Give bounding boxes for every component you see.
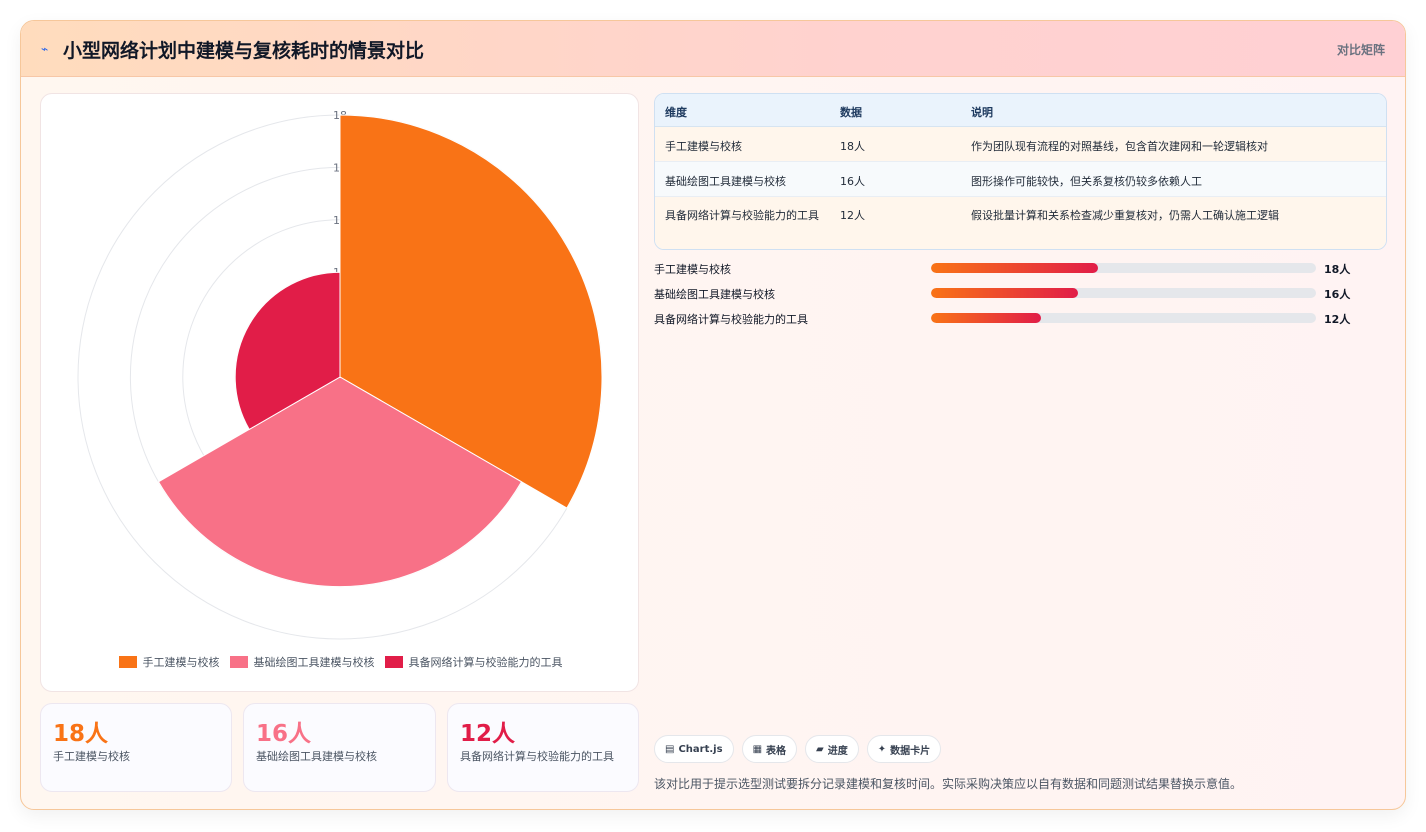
progress-label: 具备网络计算与校验能力的工具 [654,313,808,326]
polar-slice[interactable] [234,271,341,431]
progress-fill [931,313,1042,323]
chip-table[interactable]: ▦ 表格 [741,735,798,763]
sparkle-icon: ⌁ [41,42,49,56]
table-row: 手工建模与校核 18人 作为团队现有流程的对照基线，包含首次建网和一轮逻辑核对 [655,127,1386,162]
progress-value: 16人 [1324,288,1351,301]
chip-label: Chart.js [678,743,723,755]
chart-icon: ▤ [665,743,675,755]
legend-label: 手工建模与校核 [142,656,220,669]
polar-slice[interactable] [157,376,523,588]
stat-value: 12人 [460,721,516,747]
chip-label: 数据卡片 [890,745,931,757]
table-cell: 手工建模与校核 [665,140,742,153]
stat-value: 18人 [53,721,109,747]
comparison-card: ⌁ 小型网络计划中建模与复核耗时的情景对比 对比矩阵 18161412 手工建模… [20,20,1406,810]
chart-legend: 手工建模与校核 基础绘图工具建模与校核 具备网络计算与校验能力的工具 [41,654,640,670]
polar-chart-panel: 18161412 手工建模与校核 基础绘图工具建模与校核 具备网络计算与校验能力… [40,93,639,692]
legend-item[interactable]: 基础绘图工具建模与校核 [229,654,375,670]
progress-value: 12人 [1324,313,1351,326]
table-header-row: 维度 数据 说明 [655,94,1386,127]
legend-swatch [384,656,403,668]
comparison-table: 维度 数据 说明 手工建模与校核 18人 作为团队现有流程的对照基线，包含首次建… [654,93,1387,250]
table-cell: 12人 [840,209,865,222]
table-cell: 16人 [840,175,865,188]
table-cell: 作为团队现有流程的对照基线，包含首次建网和一轮逻辑核对 [971,140,1268,153]
progress-row: 手工建模与校核 18人 [654,259,1387,277]
legend-swatch [118,656,137,668]
table-cell: 图形操作可能较快，但关系复核仍较多依赖人工 [971,175,1202,188]
table-header-cell: 数据 [840,106,862,119]
footnote: 该对比用于提示选型测试要拆分记录建模和复核时间。实际采购决策应以自有数据和同题测… [654,777,1243,791]
progress-row: 具备网络计算与校验能力的工具 12人 [654,309,1387,327]
legend-label: 具备网络计算与校验能力的工具 [408,656,563,669]
chip-progress[interactable]: ▰ 进度 [805,735,859,763]
legend-label: 基础绘图工具建模与校核 [253,656,375,669]
progress-track [931,288,1316,298]
table-row: 基础绘图工具建模与校核 16人 图形操作可能较快，但关系复核仍较多依赖人工 [655,162,1386,197]
page-title: 小型网络计划中建模与复核耗时的情景对比 [63,40,425,62]
table-icon: ▦ [752,743,763,755]
progress-label: 手工建模与校核 [654,263,731,276]
card-icon: ✦ [877,743,887,755]
feature-chips: ▤ Chart.js ▦ 表格 ▰ 进度 ✦ 数据卡片 [654,735,942,763]
polar-slice[interactable] [339,114,603,509]
progress-track [931,263,1316,273]
legend-swatch [229,656,248,668]
table-cell: 基础绘图工具建模与校核 [665,175,786,188]
chip-label: 进度 [827,745,848,757]
table-header-cell: 维度 [665,106,687,119]
stat-label: 具备网络计算与校验能力的工具 [460,750,614,763]
stat-label: 手工建模与校核 [53,750,130,763]
progress-value: 18人 [1324,263,1351,276]
progress-row: 基础绘图工具建模与校核 16人 [654,284,1387,302]
chip-chartjs[interactable]: ▤ Chart.js [654,735,734,763]
progress-fill [931,263,1099,273]
legend-item[interactable]: 手工建模与校核 [118,654,220,670]
stat-value: 16人 [256,721,312,747]
table-cell: 假设批量计算和关系检查减少重复核对，仍需人工确认施工逻辑 [971,209,1279,222]
progress-label: 基础绘图工具建模与校核 [654,288,775,301]
progress-fill [931,288,1079,298]
progress-track [931,313,1316,323]
table-header-cell: 说明 [971,106,993,119]
table-cell: 18人 [840,140,865,153]
table-cell: 具备网络计算与校验能力的工具 [665,209,819,222]
mode-label[interactable]: 对比矩阵 [1336,43,1385,57]
table-row: 具备网络计算与校验能力的工具 12人 假设批量计算和关系检查减少重复核对，仍需人… [655,197,1386,249]
stat-card: 16人 基础绘图工具建模与校核 [243,703,436,792]
stat-card: 18人 手工建模与校核 [40,703,232,792]
stat-label: 基础绘图工具建模与校核 [256,750,377,763]
legend-item[interactable]: 具备网络计算与校验能力的工具 [384,654,563,670]
card-header: ⌁ 小型网络计划中建模与复核耗时的情景对比 对比矩阵 [21,21,1405,77]
polar-area-chart: 18161412 [77,109,603,640]
chip-data-card[interactable]: ✦ 数据卡片 [866,735,942,763]
progress-icon: ▰ [816,743,824,755]
stat-card: 12人 具备网络计算与校验能力的工具 [447,703,639,792]
chip-label: 表格 [766,745,787,757]
